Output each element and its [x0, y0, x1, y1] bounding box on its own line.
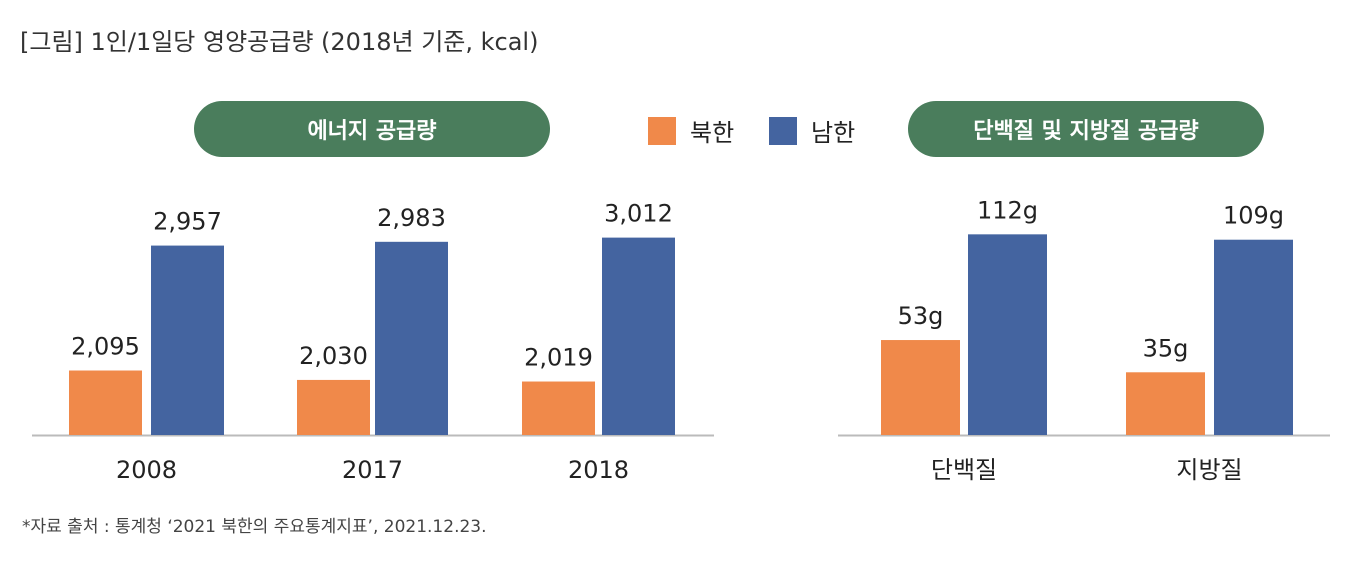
nutrient-category-label-1: 지방질 — [1176, 456, 1242, 484]
legend-north: 북한 — [648, 113, 734, 148]
chart-title: [그림] 1인/1일당 영양공급량 (2018년 기준, kcal) — [20, 28, 539, 56]
energy-category-label-0: 2008 — [116, 456, 177, 484]
energy-bar-south-1 — [375, 241, 448, 435]
nutrient-value-label-north-1: 35g — [1143, 334, 1189, 362]
energy-category-label-2: 2018 — [568, 456, 629, 484]
nutrient-value-label-south-0: 112g — [977, 196, 1038, 224]
legend-south: 남한 — [769, 113, 855, 148]
energy-bar-north-2 — [522, 381, 595, 435]
nutrient-bar-south-0 — [968, 234, 1047, 435]
energy-panel-title: 에너지 공급량 — [194, 101, 550, 157]
nutrient-bar-south-1 — [1214, 239, 1293, 435]
energy-value-label-south-0: 2,957 — [153, 208, 222, 236]
energy-category-label-1: 2017 — [342, 456, 403, 484]
energy-value-label-north-0: 2,095 — [71, 333, 140, 361]
legend-north-label: 북한 — [690, 119, 735, 147]
energy-value-label-south-2: 3,012 — [604, 200, 673, 228]
footnote: *자료 출처 : 통계청 ‘2021 북한의 주요통계지표’, 2021.12.… — [22, 517, 487, 537]
energy-bar-south-0 — [151, 245, 224, 435]
nutrient-bar-north-1 — [1126, 372, 1205, 435]
nutrient-bar-north-0 — [881, 340, 960, 435]
energy-bar-north-1 — [297, 379, 370, 435]
energy-value-label-north-1: 2,030 — [299, 342, 368, 370]
nutrient-panel-title: 단백질 및 지방질 공급량 — [908, 101, 1264, 157]
nutrient-value-label-north-0: 53g — [898, 302, 944, 330]
energy-value-label-south-1: 2,983 — [377, 204, 446, 232]
energy-bar-north-0 — [69, 370, 142, 435]
legend-south-swatch — [769, 116, 797, 145]
nutrient-category-label-0: 단백질 — [931, 456, 997, 484]
legend-north-swatch — [648, 116, 676, 145]
legend-south-label: 남한 — [811, 119, 856, 147]
energy-value-label-north-2: 2,019 — [524, 344, 593, 372]
nutrient-value-label-south-1: 109g — [1223, 202, 1284, 230]
energy-bar-south-2 — [602, 237, 675, 435]
